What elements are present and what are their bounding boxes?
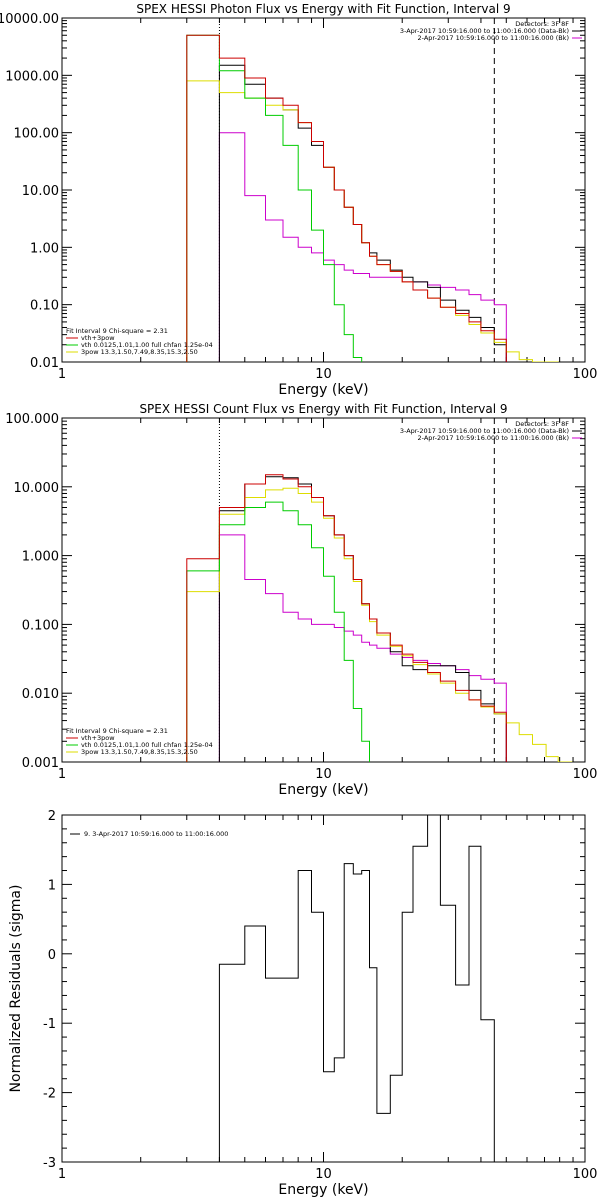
- legend-entry: 3pow 13.3,1.50,7.49,8.35,15.3,2.50: [81, 748, 198, 756]
- legend-entry: vth 0.0125,1.01,1.00 full chfan 1.25e-04: [81, 741, 213, 749]
- x-axis-label: Energy (keV): [278, 782, 368, 798]
- y-tick-label: 0.10: [30, 299, 59, 314]
- x-tick-label: 10: [315, 767, 332, 782]
- series-line-vth-3pow: [186, 34, 507, 362]
- x-axis-label: Energy (keV): [278, 1182, 368, 1198]
- chart-title: SPEX HESSI Photon Flux vs Energy with Fi…: [136, 2, 510, 16]
- y-tick-label: 0.01: [30, 356, 59, 371]
- y-tick-label: 0.001: [22, 756, 59, 771]
- y-tick-label: 2: [48, 809, 56, 824]
- legend-entry: Detectors: 3F 8F: [515, 420, 569, 428]
- y-tick-label: 100.00: [14, 127, 60, 142]
- x-tick-label: 100: [573, 1167, 598, 1182]
- series-line-bk: [218, 534, 507, 762]
- series-group: [186, 474, 573, 762]
- y-tick-label: 100.000: [5, 412, 59, 427]
- y-tick-label: 0.100: [22, 618, 59, 633]
- x-tick-label: 1: [58, 367, 66, 382]
- legend-entry: 2-Apr-2017 10:59:16.000 to 11:00:16.000 …: [418, 34, 569, 42]
- chart-panel-3: 1 10 100 Energy (keV) -3 -2 -1 0 1 2 Normalized Re…: [8, 809, 597, 1198]
- series-line-9-3-apr-2017-10-59-16-000-to-11-00-16-000: [218, 815, 495, 1162]
- y-tick-label: 1: [48, 878, 56, 893]
- legend-entry: 3-Apr-2017 10:59:16.000 to 11:00:16.000 …: [400, 427, 569, 435]
- series-line-3pow: [186, 487, 573, 762]
- chart-panel-2: SPEX HESSI Count Flux vs Energy with Fit…: [5, 402, 597, 798]
- series-line-data-bk: [218, 476, 507, 762]
- series-line-vth: [186, 34, 363, 362]
- legend-entry: vth+3pow: [81, 734, 115, 742]
- series-line-bk: [218, 132, 507, 362]
- y-tick-label: 1.000: [22, 550, 59, 565]
- legend-entry: Fit Interval 9 Chi-square = 2.31: [66, 727, 168, 735]
- x-tick-label: 100: [573, 367, 598, 382]
- series-line-data-bk: [218, 64, 507, 362]
- chart-panel-1: SPEX HESSI Photon Flux vs Energy with Fi…: [0, 2, 597, 398]
- x-tick-label: 100: [573, 767, 598, 782]
- y-tick-label: 0.010: [22, 687, 59, 702]
- y-tick-label: 10000.00: [0, 12, 59, 27]
- x-axis-label: Energy (keV): [278, 382, 368, 398]
- series-line-vth-3pow: [186, 474, 507, 762]
- chart-title: SPEX HESSI Count Flux vs Energy with Fit…: [139, 402, 507, 416]
- y-tick-label: 10.00: [22, 184, 59, 199]
- legend-entry: 3pow 13.3,1.50,7.49,8.35,15.3,2.50: [81, 348, 198, 356]
- legend-entry: 2-Apr-2017 10:59:16.000 to 11:00:16.000 …: [418, 434, 569, 442]
- series-line-3pow: [186, 80, 559, 362]
- y-tick-label: 0: [48, 948, 56, 963]
- legend-entry: Detectors: 3F 8F: [515, 20, 569, 28]
- legend-entry: 9. 3-Apr-2017 10:59:16.000 to 11:00:16.0…: [84, 830, 228, 838]
- y-tick-label: 1000.00: [5, 69, 59, 84]
- y-tick-label: -1: [43, 1017, 56, 1032]
- x-tick-label: 1: [58, 1167, 66, 1182]
- y-tick-label: 10.000: [14, 481, 60, 496]
- legend-entry: vth+3pow: [81, 334, 115, 342]
- legend-entry: vth 0.0125,1.01,1.00 full chfan 1.25e-04: [81, 341, 213, 349]
- series-group: [186, 34, 559, 362]
- x-tick-label: 10: [315, 367, 332, 382]
- y-tick-label: -3: [43, 1156, 56, 1171]
- series-group: [218, 815, 495, 1162]
- legend-entry: 3-Apr-2017 10:59:16.000 to 11:00:16.000 …: [400, 27, 569, 35]
- series-line-vth: [186, 501, 370, 762]
- legend-entry: Fit Interval 9 Chi-square = 2.31: [66, 327, 168, 335]
- y-axis-label: Normalized Residuals (sigma): [8, 885, 24, 1093]
- x-tick-label: 1: [58, 767, 66, 782]
- y-tick-label: 1.00: [30, 241, 59, 256]
- y-tick-label: -2: [43, 1087, 56, 1102]
- x-tick-label: 10: [315, 1167, 332, 1182]
